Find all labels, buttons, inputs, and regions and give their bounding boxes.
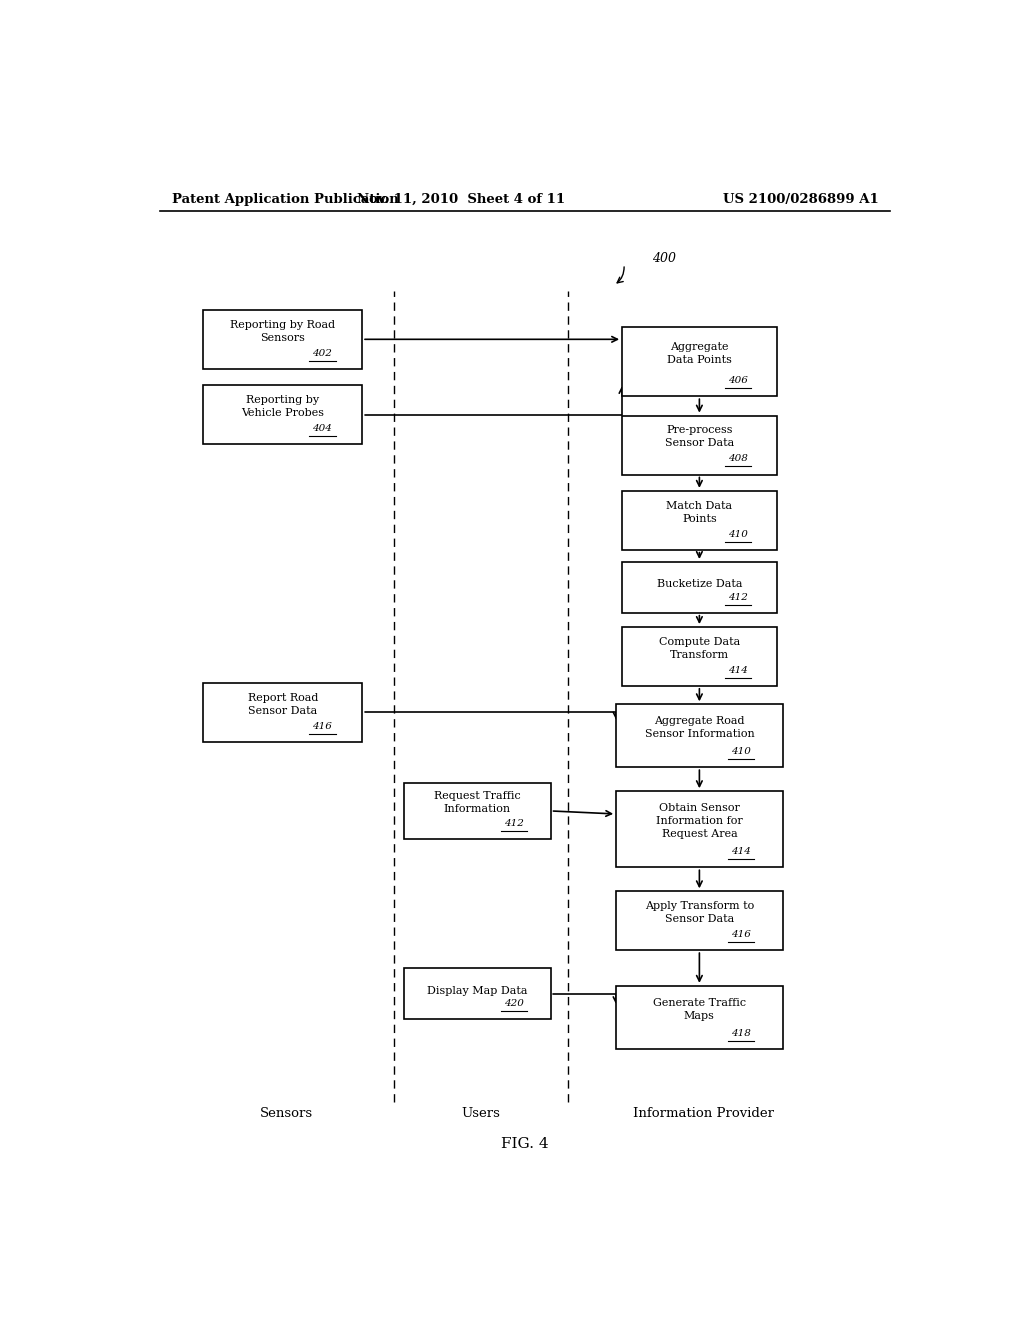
Bar [622, 562, 777, 612]
Text: Aggregate
Data Points: Aggregate Data Points [667, 342, 732, 364]
Text: Match Data
Points: Match Data Points [667, 500, 732, 524]
Text: Aggregate Road
Sensor Information: Aggregate Road Sensor Information [644, 717, 755, 739]
Text: 416: 416 [731, 931, 751, 939]
Text: 402: 402 [312, 348, 333, 358]
Text: Users: Users [462, 1107, 501, 1121]
Text: Apply Transform to
Sensor Data: Apply Transform to Sensor Data [645, 902, 754, 924]
Text: 406: 406 [728, 376, 748, 385]
Bar [622, 327, 777, 396]
Text: 400: 400 [652, 252, 676, 265]
Bar [622, 627, 777, 686]
Bar [616, 986, 782, 1049]
Text: 418: 418 [731, 1028, 751, 1038]
Text: 408: 408 [728, 454, 748, 463]
Text: Generate Traffic
Maps: Generate Traffic Maps [653, 998, 745, 1020]
Text: Pre-process
Sensor Data: Pre-process Sensor Data [665, 425, 734, 449]
Bar [204, 682, 362, 742]
Text: Compute Data
Transform: Compute Data Transform [658, 638, 740, 660]
Text: FIG. 4: FIG. 4 [501, 1138, 549, 1151]
Text: Information Provider: Information Provider [633, 1107, 774, 1121]
Text: Bucketize Data: Bucketize Data [656, 579, 742, 589]
Text: Reporting by
Vehicle Probes: Reporting by Vehicle Probes [242, 395, 325, 418]
Text: 410: 410 [731, 747, 751, 756]
Text: 404: 404 [312, 424, 333, 433]
Bar [204, 310, 362, 368]
Bar [204, 385, 362, 444]
Text: Reporting by Road
Sensors: Reporting by Road Sensors [230, 319, 335, 343]
Text: 420: 420 [504, 999, 524, 1008]
Bar [403, 783, 551, 840]
Bar [403, 969, 551, 1019]
Bar [622, 416, 777, 474]
Bar [622, 491, 777, 549]
Text: Sensors: Sensors [260, 1107, 313, 1121]
Text: 414: 414 [731, 847, 751, 857]
Text: 412: 412 [728, 593, 748, 602]
Text: Request Traffic
Information: Request Traffic Information [434, 792, 520, 814]
Text: Patent Application Publication: Patent Application Publication [172, 193, 398, 206]
Text: 414: 414 [728, 665, 748, 675]
Text: 412: 412 [504, 818, 524, 828]
Text: 410: 410 [728, 529, 748, 539]
Text: Nov. 11, 2010  Sheet 4 of 11: Nov. 11, 2010 Sheet 4 of 11 [357, 193, 565, 206]
Bar [616, 704, 782, 767]
Text: Display Map Data: Display Map Data [427, 986, 527, 995]
Text: US 2100/0286899 A1: US 2100/0286899 A1 [723, 193, 879, 206]
Bar [616, 891, 782, 950]
Bar [616, 791, 782, 867]
Text: 416: 416 [312, 722, 333, 731]
Text: Report Road
Sensor Data: Report Road Sensor Data [248, 693, 317, 715]
Text: Obtain Sensor
Information for
Request Area: Obtain Sensor Information for Request Ar… [656, 804, 742, 840]
